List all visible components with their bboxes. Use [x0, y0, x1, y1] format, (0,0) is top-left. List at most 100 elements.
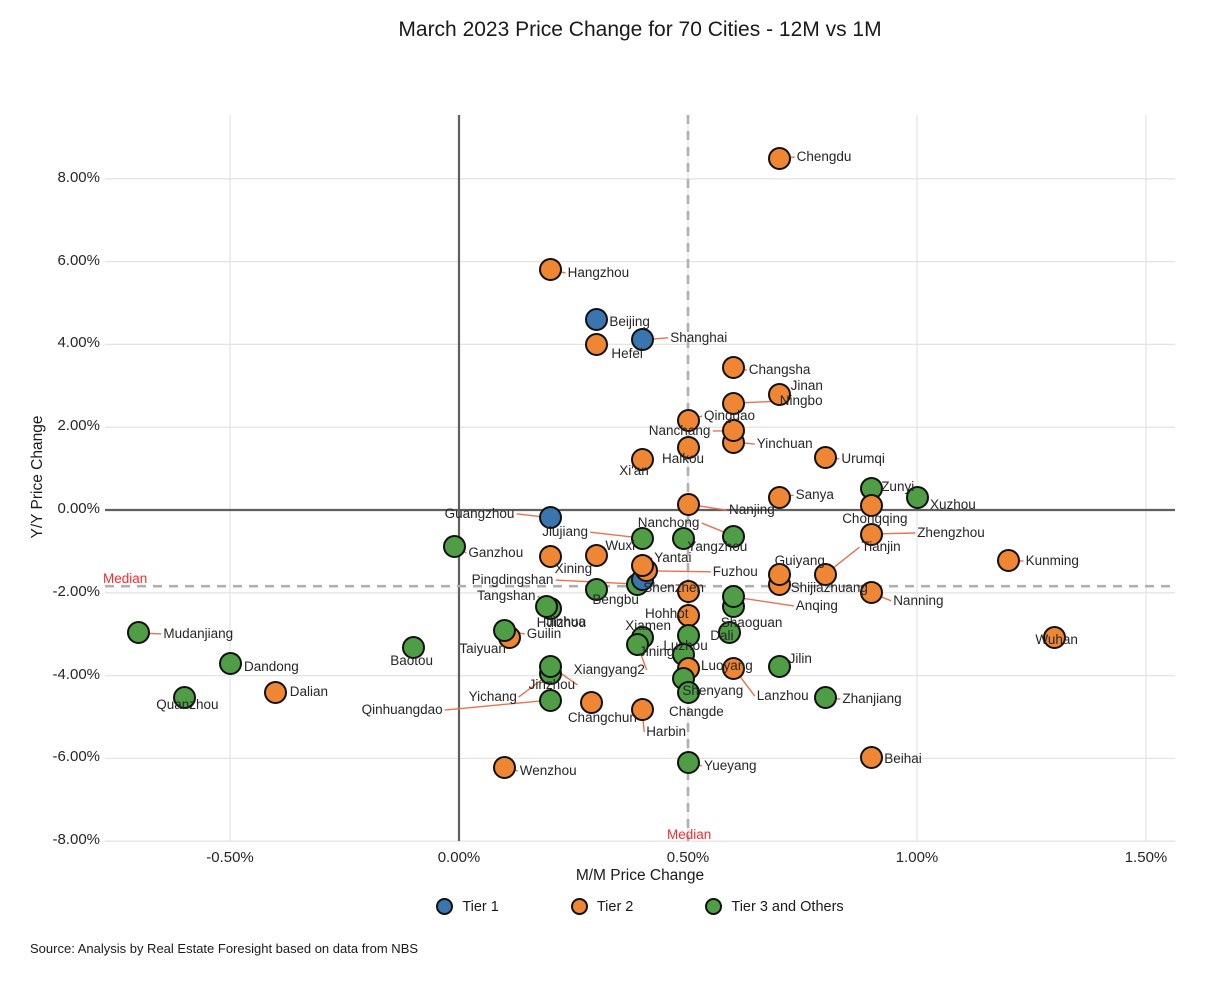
city-label-hangzhou: Hangzhou: [567, 264, 630, 280]
data-point-yangzhou: [671, 526, 695, 550]
city-label-luoyang: Luoyang: [701, 657, 753, 673]
y-tick-label: -2.00%: [52, 582, 100, 600]
data-point-xi-an: [630, 448, 654, 472]
city-label-shenzhen: Shenzhen: [643, 579, 704, 595]
city-label-kunming: Kunming: [1025, 553, 1079, 569]
data-point-jiujiang: [630, 526, 654, 550]
legend-marker-tier-1: [436, 898, 454, 915]
data-point-ganzhou: [442, 535, 466, 559]
x-tick-label: 0.50%: [666, 849, 710, 866]
data-point-jinan: [768, 382, 792, 406]
city-label-changde: Changde: [669, 703, 724, 719]
y-tick-label: -4.00%: [52, 665, 100, 683]
data-point-beihai: [859, 746, 883, 770]
data-point-nanning: [859, 581, 883, 605]
data-point-nanjing: [676, 492, 700, 516]
data-point-yantai: [630, 554, 654, 578]
city-label-jilin: Jilin: [788, 650, 812, 666]
city-label-guiyang: Guiyang: [774, 552, 825, 568]
legend-item-tier-3: Tier 3 and Others: [705, 898, 844, 915]
city-label-xiangyang2: Xiangyang2: [573, 661, 645, 677]
city-label-jinzhou: Jinzhou: [528, 677, 576, 693]
city-label-haikou: Haikou: [662, 451, 705, 467]
data-point-chengdu: [768, 146, 792, 170]
data-point-xiangyang2: [626, 633, 650, 657]
data-point-jilin: [768, 655, 792, 679]
legend-marker-tier-2: [570, 898, 588, 915]
data-point-changde: [676, 681, 700, 705]
city-label-yinchuan: Yinchuan: [756, 436, 813, 452]
city-label-zunyi: Zunyi: [881, 479, 915, 495]
median-horizontal-label: Median: [103, 571, 148, 587]
data-point-xuzhou: [905, 486, 929, 510]
legend-item-tier-2: Tier 2: [570, 898, 634, 915]
data-point-nanchang: [722, 419, 746, 443]
legend-label: Tier 2: [596, 898, 634, 915]
city-label-chongqing: Chongqing: [842, 511, 908, 527]
city-label-taiyuan: Taiyuan: [459, 640, 506, 656]
data-point-qinhuangdao: [539, 688, 563, 712]
data-point-wuhan: [1042, 626, 1066, 650]
x-tick-label: 1.50%: [1124, 849, 1168, 866]
y-tick-label: 0.00%: [57, 500, 100, 517]
data-point-anqing: [722, 585, 746, 609]
city-label-huizhou: Huizhou: [536, 615, 587, 631]
data-point-wenzhou: [493, 755, 517, 779]
data-point-ningbo: [722, 391, 746, 415]
city-label-xining: Xining: [554, 560, 593, 576]
city-label-qingdao: Qingdao: [704, 407, 756, 423]
legend-label: Tier 3 and Others: [731, 898, 844, 915]
city-label-dalian: Dalian: [289, 684, 329, 700]
city-label-changchun: Changchun: [567, 709, 637, 725]
data-point-sanya: [768, 485, 792, 509]
city-label-sanya: Sanya: [795, 487, 834, 503]
city-label-xiamen: Xiamen: [625, 618, 671, 634]
data-point-bengbu: [584, 577, 608, 601]
y-tick-label: -8.00%: [52, 831, 100, 849]
data-point-lanzhou: [722, 656, 746, 680]
data-point-tangshan: [534, 595, 558, 619]
data-point-hefei: [584, 333, 608, 357]
city-label-changsha: Changsha: [748, 362, 811, 378]
leader-line-qinhuangdao: [444, 699, 551, 711]
x-tick-label: 0.00%: [437, 849, 481, 866]
city-label-nanning: Nanning: [893, 592, 944, 608]
city-label-jiujiang: Jiujiang: [542, 524, 588, 540]
city-label-hohhot: Hohhot: [645, 605, 689, 621]
data-point-changsha: [722, 355, 746, 379]
data-point-xining: [539, 545, 563, 569]
city-label-nanchong: Nanchong: [637, 515, 700, 531]
legend: Tier 1 Tier 2 Tier 3 and Others: [105, 898, 1175, 915]
city-label-jinan: Jinan: [790, 378, 823, 394]
city-label-nanjing: Nanjing: [729, 502, 775, 518]
city-label-nanchang: Nanchang: [648, 422, 711, 438]
data-point-mudanjiang: [126, 621, 150, 645]
city-label-shaoguan: Shaoguan: [720, 615, 783, 631]
median-vertical-label: Median: [667, 827, 712, 842]
city-label-bengbu: Bengbu: [592, 592, 639, 608]
city-label-wuxi: Wuxi: [605, 538, 636, 554]
x-axis-title: M/M Price Change: [575, 867, 705, 884]
city-label-xi-an: Xi'an: [619, 462, 649, 478]
city-label-guilin: Guilin: [526, 626, 562, 642]
data-point-beijing: [584, 308, 608, 332]
city-label-fuzhou: Fuzhou: [712, 563, 758, 579]
data-point-jinhua: [676, 579, 700, 603]
data-point-baotou: [401, 635, 425, 659]
city-label-yichang: Yichang: [468, 689, 517, 705]
data-point-wuxi: [584, 543, 608, 567]
city-label-quanzhou: Quanzhou: [156, 696, 219, 712]
data-point-nanchong: [722, 524, 746, 548]
y-tick-label: -6.00%: [52, 748, 100, 766]
data-point-jinzhou: [539, 654, 563, 678]
city-label-zhanjiang: Zhanjiang: [842, 691, 902, 707]
city-label-ningbo: Ningbo: [779, 393, 823, 409]
y-tick-label: 4.00%: [57, 334, 100, 352]
x-tick-label: -0.50%: [206, 849, 254, 866]
data-point-tianjin: [813, 562, 837, 586]
city-label-beihai: Beihai: [884, 750, 922, 766]
data-point-changchun: [580, 691, 604, 715]
data-point-harbin: [630, 698, 654, 722]
